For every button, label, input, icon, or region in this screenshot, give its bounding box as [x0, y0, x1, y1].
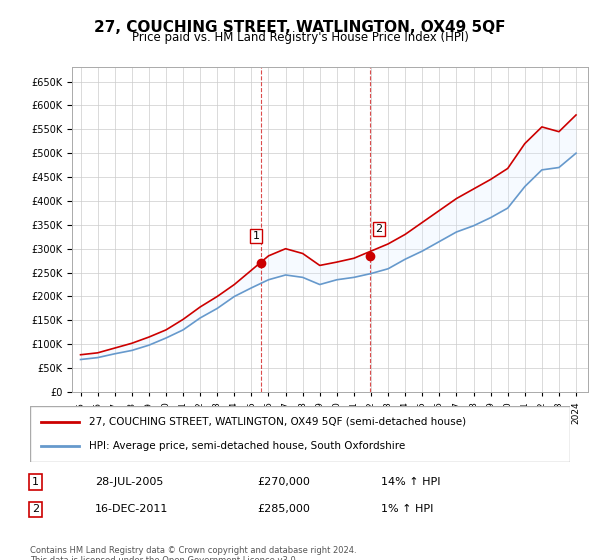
- Text: 16-DEC-2011: 16-DEC-2011: [95, 505, 168, 515]
- Text: £270,000: £270,000: [257, 477, 310, 487]
- Text: £285,000: £285,000: [257, 505, 310, 515]
- FancyBboxPatch shape: [30, 406, 570, 462]
- Text: 28-JUL-2005: 28-JUL-2005: [95, 477, 163, 487]
- Text: Price paid vs. HM Land Registry's House Price Index (HPI): Price paid vs. HM Land Registry's House …: [131, 31, 469, 44]
- Text: Contains HM Land Registry data © Crown copyright and database right 2024.
This d: Contains HM Land Registry data © Crown c…: [30, 546, 356, 560]
- Text: 1: 1: [32, 477, 39, 487]
- Text: 2: 2: [376, 224, 383, 234]
- Text: 1% ↑ HPI: 1% ↑ HPI: [381, 505, 433, 515]
- Text: 1: 1: [253, 231, 260, 241]
- Text: 2: 2: [32, 505, 39, 515]
- Text: 27, COUCHING STREET, WATLINGTON, OX49 5QF: 27, COUCHING STREET, WATLINGTON, OX49 5Q…: [94, 20, 506, 35]
- Text: 14% ↑ HPI: 14% ↑ HPI: [381, 477, 440, 487]
- Text: HPI: Average price, semi-detached house, South Oxfordshire: HPI: Average price, semi-detached house,…: [89, 441, 406, 451]
- Text: 27, COUCHING STREET, WATLINGTON, OX49 5QF (semi-detached house): 27, COUCHING STREET, WATLINGTON, OX49 5Q…: [89, 417, 467, 427]
